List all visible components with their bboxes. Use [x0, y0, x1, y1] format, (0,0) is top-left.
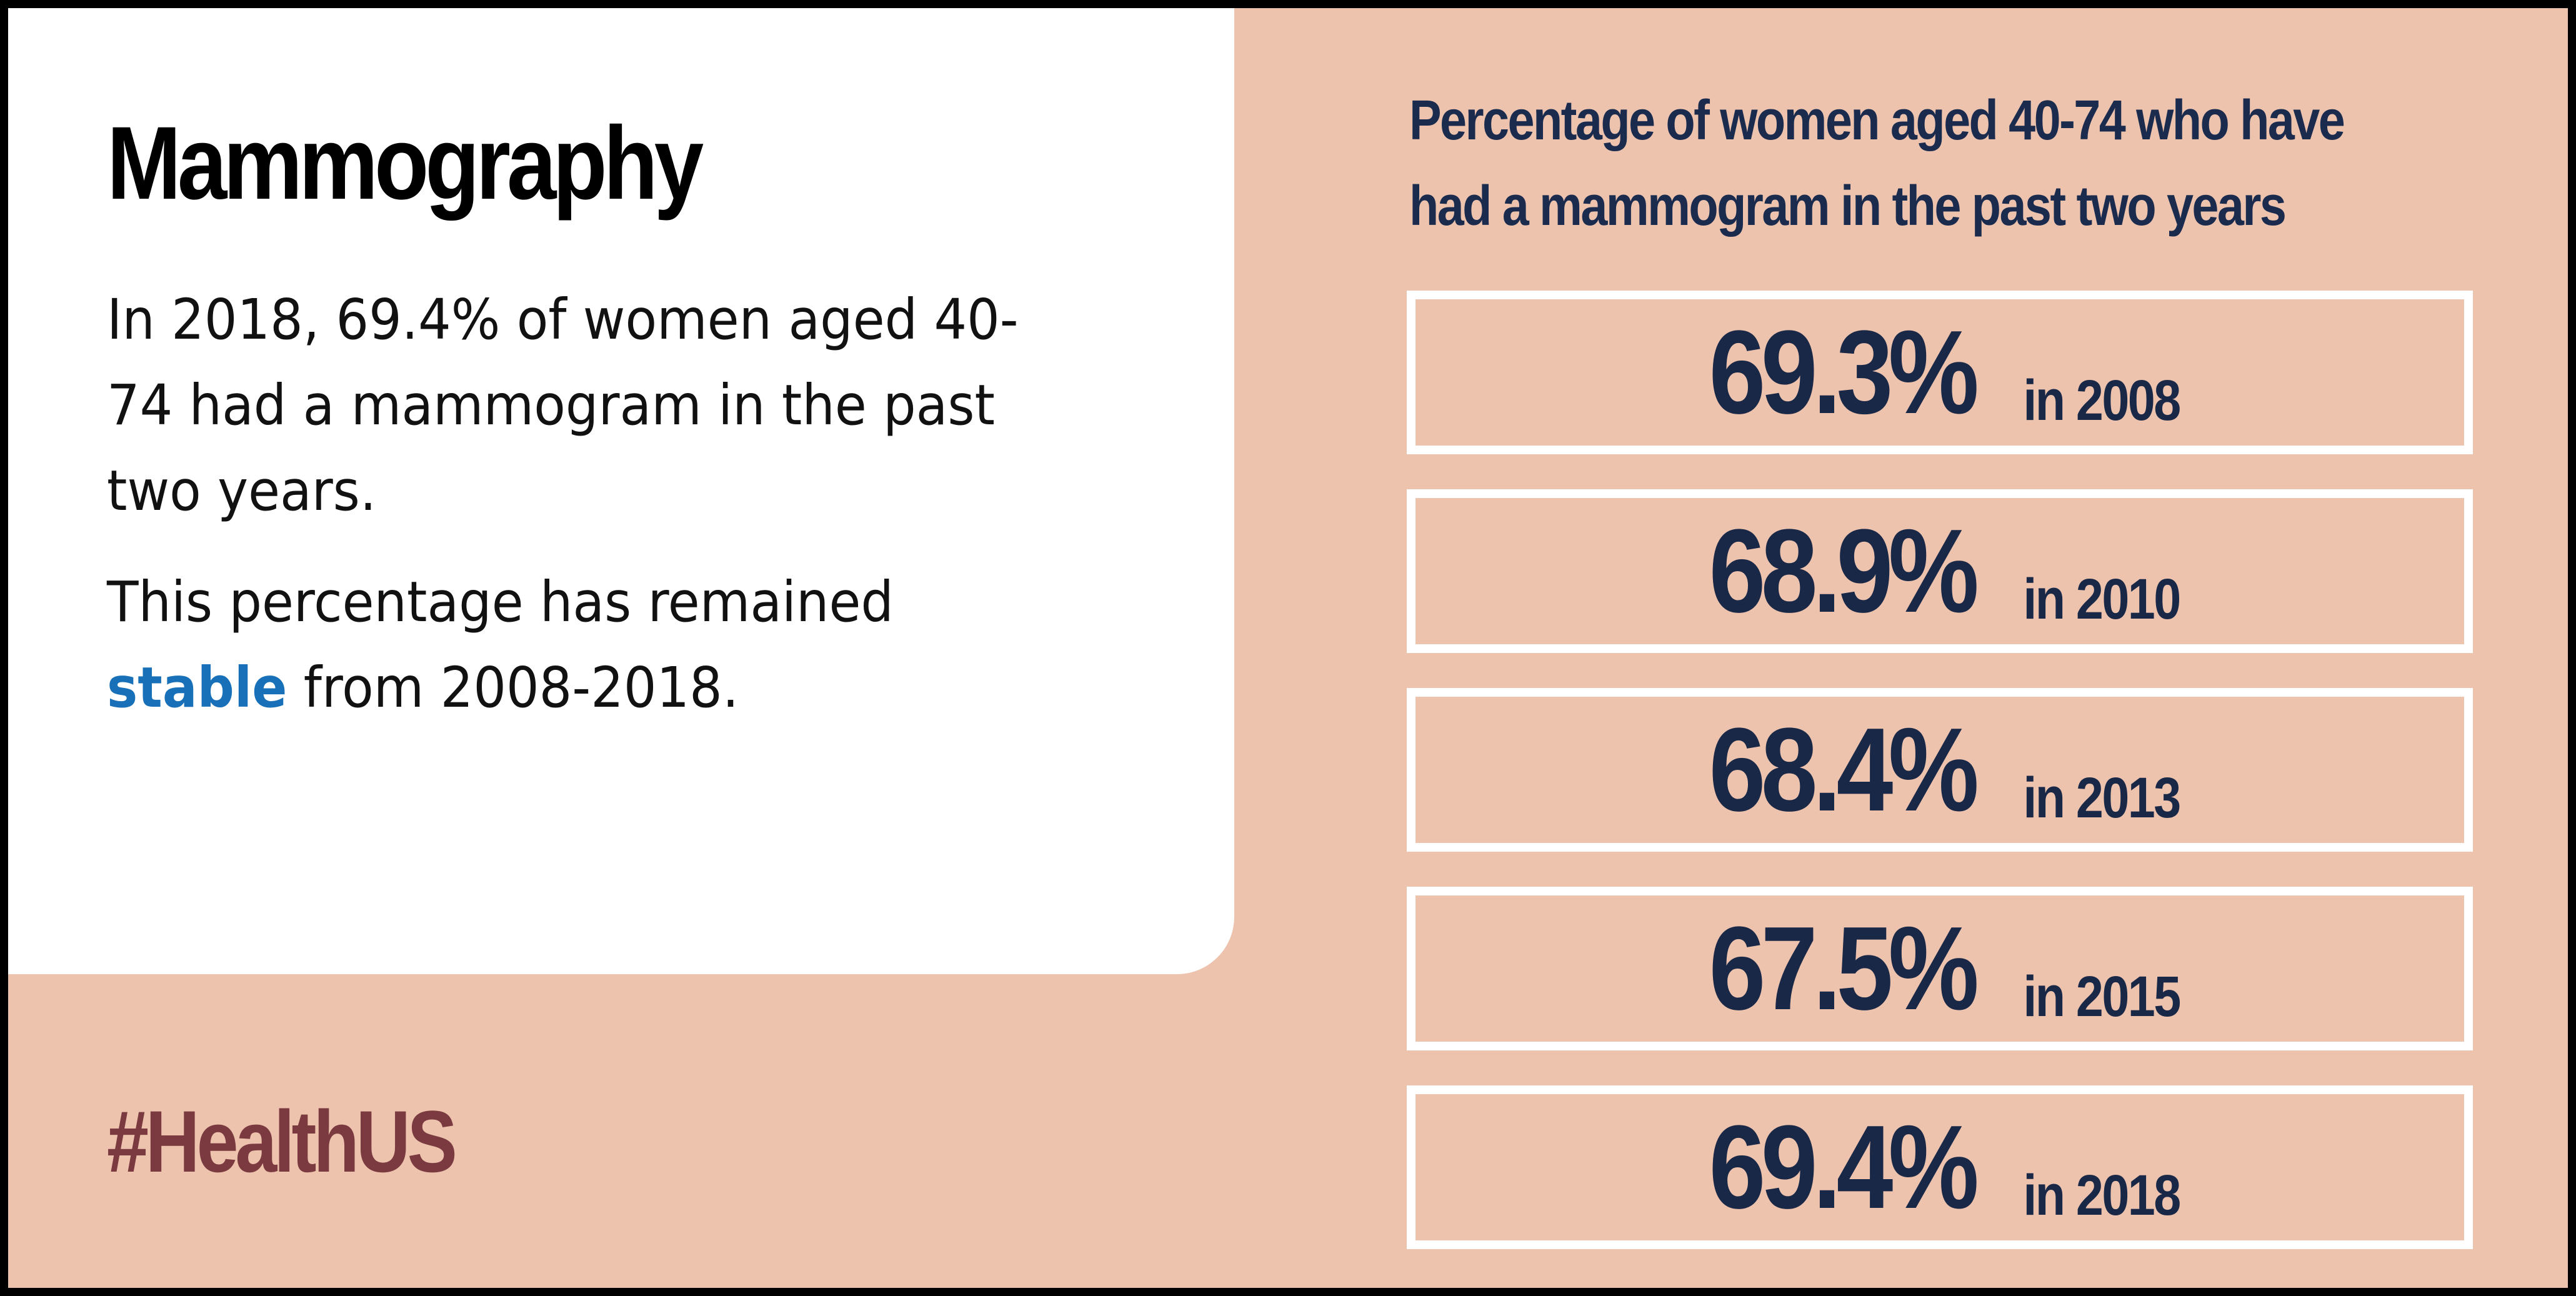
summary-text: In 2018, 69.4% of women aged 40-74 had a…	[107, 287, 1019, 524]
trend-text-end: from 2008-2018.	[287, 655, 739, 720]
stat-value: 69.4%	[1709, 1101, 1979, 1234]
stats-list: 69.3% in 2008 68.9% in 2010 68.4% in 201…	[1407, 291, 2473, 1284]
stat-year: in 2010	[2023, 567, 2182, 631]
stat-box: 67.5% in 2015	[1407, 887, 2473, 1050]
page-title: Mammography	[107, 106, 704, 221]
stat-year: in 2008	[2023, 369, 2182, 432]
stat-box: 69.4% in 2018	[1407, 1085, 2473, 1249]
chart-title: Percentage of women aged 40-74 who have …	[1409, 89, 2345, 237]
hashtag: #HealthUS	[107, 1092, 457, 1190]
stat-box: 68.4% in 2013	[1407, 688, 2473, 852]
stat-value: 69.3%	[1709, 306, 1979, 439]
summary-panel: Mammography In 2018, 69.4% of women aged…	[8, 8, 1234, 974]
stat-year: in 2013	[2023, 766, 2182, 830]
trend-highlight: stable	[107, 655, 287, 720]
stat-box: 68.9% in 2010	[1407, 489, 2473, 653]
stat-year: in 2018	[2023, 1164, 2182, 1227]
stat-value: 68.9%	[1709, 505, 1979, 637]
trend-text: This percentage has remained stable from…	[107, 559, 1066, 730]
trend-text-start: This percentage has remained	[107, 569, 894, 634]
stat-year: in 2015	[2023, 965, 2182, 1029]
stat-box: 69.3% in 2008	[1407, 291, 2473, 454]
stat-value: 68.4%	[1709, 704, 1979, 836]
stat-value: 67.5%	[1709, 902, 1979, 1035]
